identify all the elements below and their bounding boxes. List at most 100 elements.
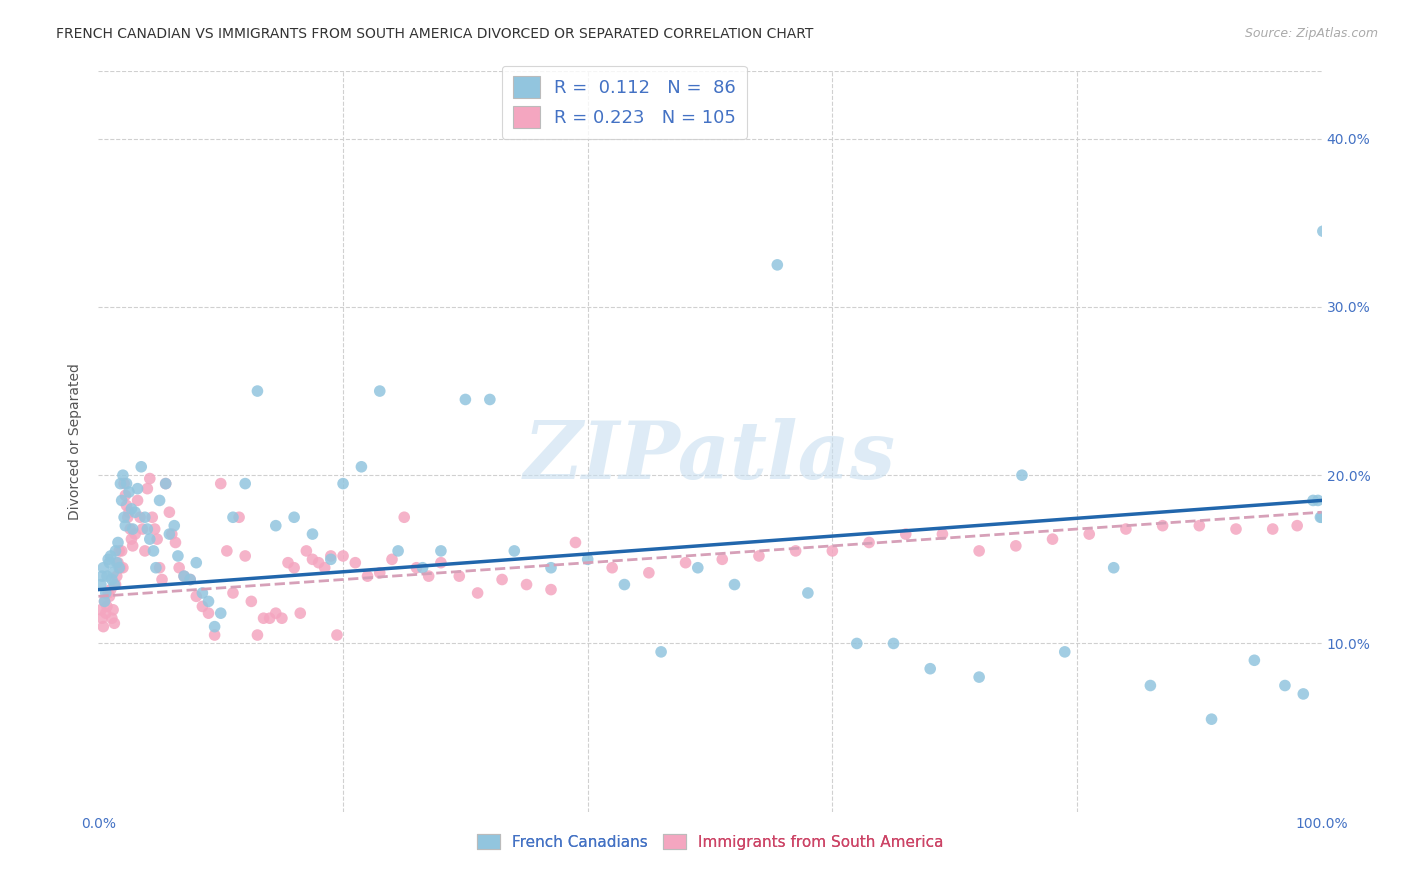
Point	[613, 577, 636, 591]
Point	[157, 527, 180, 541]
Point	[155, 476, 177, 491]
Point	[91, 560, 114, 574]
Point	[91, 611, 114, 625]
Point	[301, 527, 323, 541]
Y-axis label: Divorced or Separated: Divorced or Separated	[69, 363, 83, 520]
Point	[467, 586, 489, 600]
Point	[650, 645, 672, 659]
Point	[90, 577, 112, 591]
Point	[1309, 510, 1331, 524]
Point	[319, 549, 342, 563]
Point	[1152, 518, 1174, 533]
Point	[141, 510, 163, 524]
Point	[105, 556, 128, 570]
Point	[197, 594, 219, 608]
Point	[233, 476, 256, 491]
Point	[173, 569, 195, 583]
Point	[1225, 522, 1247, 536]
Point	[101, 603, 124, 617]
Point	[326, 628, 349, 642]
Point	[142, 544, 165, 558]
Point	[111, 560, 134, 574]
Point	[332, 549, 354, 563]
Point	[233, 549, 256, 563]
Point	[283, 560, 305, 574]
Point	[91, 569, 114, 583]
Point	[319, 552, 342, 566]
Point	[129, 510, 152, 524]
Point	[332, 476, 354, 491]
Point	[264, 606, 287, 620]
Point	[381, 552, 404, 566]
Point	[356, 569, 378, 583]
Point	[103, 577, 125, 591]
Point	[222, 510, 245, 524]
Point	[120, 532, 142, 546]
Point	[139, 532, 162, 546]
Point	[112, 476, 135, 491]
Point	[90, 603, 112, 617]
Point	[1302, 493, 1324, 508]
Point	[1011, 468, 1033, 483]
Point	[136, 522, 159, 536]
Point	[314, 560, 336, 574]
Point	[252, 611, 274, 625]
Point	[111, 544, 134, 558]
Point	[967, 544, 990, 558]
Text: FRENCH CANADIAN VS IMMIGRANTS FROM SOUTH AMERICA DIVORCED OR SEPARATED CORRELATI: FRENCH CANADIAN VS IMMIGRANTS FROM SOUTH…	[56, 27, 814, 41]
Point	[97, 552, 120, 566]
Point	[150, 573, 173, 587]
Point	[91, 619, 114, 633]
Point	[101, 611, 124, 625]
Point	[124, 527, 146, 541]
Point	[173, 569, 195, 583]
Point	[118, 485, 141, 500]
Point	[478, 392, 501, 407]
Point	[120, 501, 142, 516]
Point	[118, 505, 141, 519]
Point	[112, 510, 135, 524]
Point	[368, 566, 391, 580]
Point	[204, 619, 226, 633]
Point	[858, 535, 880, 549]
Point	[134, 510, 156, 524]
Point	[1274, 679, 1296, 693]
Point	[146, 532, 169, 546]
Point	[1042, 532, 1064, 546]
Point	[94, 586, 117, 600]
Point	[1261, 522, 1284, 536]
Point	[222, 586, 245, 600]
Point	[1243, 653, 1265, 667]
Point	[368, 384, 391, 398]
Point	[1102, 560, 1125, 574]
Point	[209, 476, 232, 491]
Point	[157, 505, 180, 519]
Point	[179, 573, 201, 587]
Point	[308, 556, 330, 570]
Point	[110, 560, 132, 574]
Point	[295, 544, 318, 558]
Point	[103, 616, 125, 631]
Point	[191, 599, 214, 614]
Point	[215, 544, 238, 558]
Point	[105, 569, 128, 583]
Point	[127, 482, 149, 496]
Point	[967, 670, 990, 684]
Point	[246, 384, 269, 398]
Point	[100, 582, 122, 597]
Point	[149, 560, 172, 574]
Point	[160, 527, 183, 541]
Point	[240, 594, 263, 608]
Point	[186, 556, 208, 570]
Point	[111, 468, 134, 483]
Point	[98, 590, 121, 604]
Point	[98, 556, 121, 570]
Point	[412, 560, 434, 574]
Point	[110, 476, 132, 491]
Point	[134, 544, 156, 558]
Point	[675, 556, 697, 570]
Point	[503, 544, 526, 558]
Point	[108, 544, 131, 558]
Point	[920, 662, 942, 676]
Point	[100, 549, 122, 563]
